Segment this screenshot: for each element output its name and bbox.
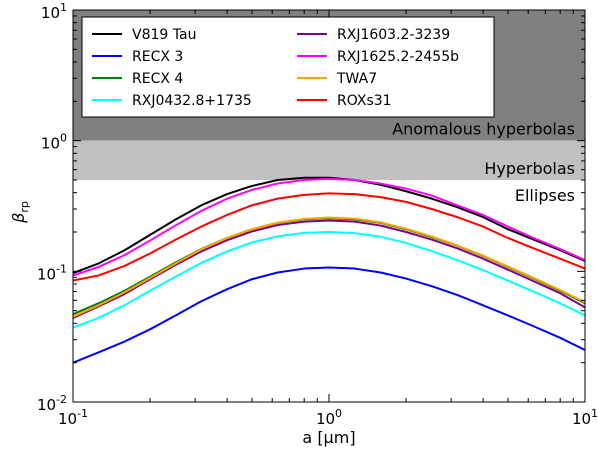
y-tick-label-3-exp: 1 xyxy=(60,1,67,14)
y-tick-label-2-exp: 0 xyxy=(60,132,67,145)
legend-label-5: RXJ1625.2-2455b xyxy=(337,49,459,65)
y-tick-label-3: 101 xyxy=(41,1,67,22)
region-label-1: Hyperbolas xyxy=(484,159,575,178)
legend-label-0: V819 Tau xyxy=(132,27,196,43)
x-tick-label-1-base: 10 xyxy=(316,410,335,428)
series-line-3 xyxy=(73,231,585,329)
y-tick-label-2-base: 10 xyxy=(41,135,60,153)
region-label-0: Anomalous hyperbolas xyxy=(392,120,575,139)
region-labels-layer: Anomalous hyperbolas Hyperbolas Ellipses xyxy=(392,120,575,205)
x-tick-label-0: 10-1 xyxy=(58,407,88,428)
legend-box xyxy=(81,16,495,118)
y-tick-label-0-exp: -2 xyxy=(56,393,67,406)
legend-label-4: RXJ1603.2-3239 xyxy=(337,27,450,43)
series-line-7 xyxy=(73,192,585,282)
x-tick-label-0-exp: -1 xyxy=(77,407,88,420)
x-tick-label-0-base: 10 xyxy=(58,410,77,428)
x-tick-label-1-exp: 0 xyxy=(335,407,342,420)
y-tick-label-0-base: 10 xyxy=(37,396,56,414)
x-tick-label-2-exp: 1 xyxy=(591,407,598,420)
y-tick-label-0: 10-2 xyxy=(37,393,67,414)
y-tick-label-1: 10-1 xyxy=(37,262,67,283)
y-tick-label-1-base: 10 xyxy=(37,265,56,283)
legend-label-6: TWA7 xyxy=(336,71,377,87)
y-tick-label-1-exp: -1 xyxy=(56,262,67,275)
series-lines-layer xyxy=(73,176,585,364)
y-axis-label: βrp xyxy=(9,201,31,224)
legend-label-3: RXJ0432.8+1735 xyxy=(132,93,252,109)
region-band-1 xyxy=(73,140,585,181)
series-line-0 xyxy=(73,176,585,274)
y-axis-label-main: β xyxy=(9,213,28,224)
y-tick-label-3-base: 10 xyxy=(41,4,60,22)
series-line-6 xyxy=(73,216,585,318)
series-line-5 xyxy=(73,177,585,277)
legend: V819 Tau RECX 3 RECX 4 RXJ0432.8+1735 RXJ160… xyxy=(81,16,495,118)
series-line-4 xyxy=(73,219,585,319)
x-axis-label: a [μm] xyxy=(302,428,355,447)
y-tick-label-2: 100 xyxy=(41,132,67,153)
legend-label-7: ROXs31 xyxy=(337,93,392,109)
x-tick-label-1: 100 xyxy=(316,407,342,428)
legend-label-2: RECX 4 xyxy=(132,71,183,87)
series-line-1 xyxy=(73,266,585,364)
x-tick-label-2: 101 xyxy=(572,407,598,428)
x-tick-label-2-base: 10 xyxy=(572,410,591,428)
legend-label-1: RECX 3 xyxy=(132,49,183,65)
region-label-2: Ellipses xyxy=(515,186,575,205)
y-axis-label-sub: rp xyxy=(18,201,31,213)
